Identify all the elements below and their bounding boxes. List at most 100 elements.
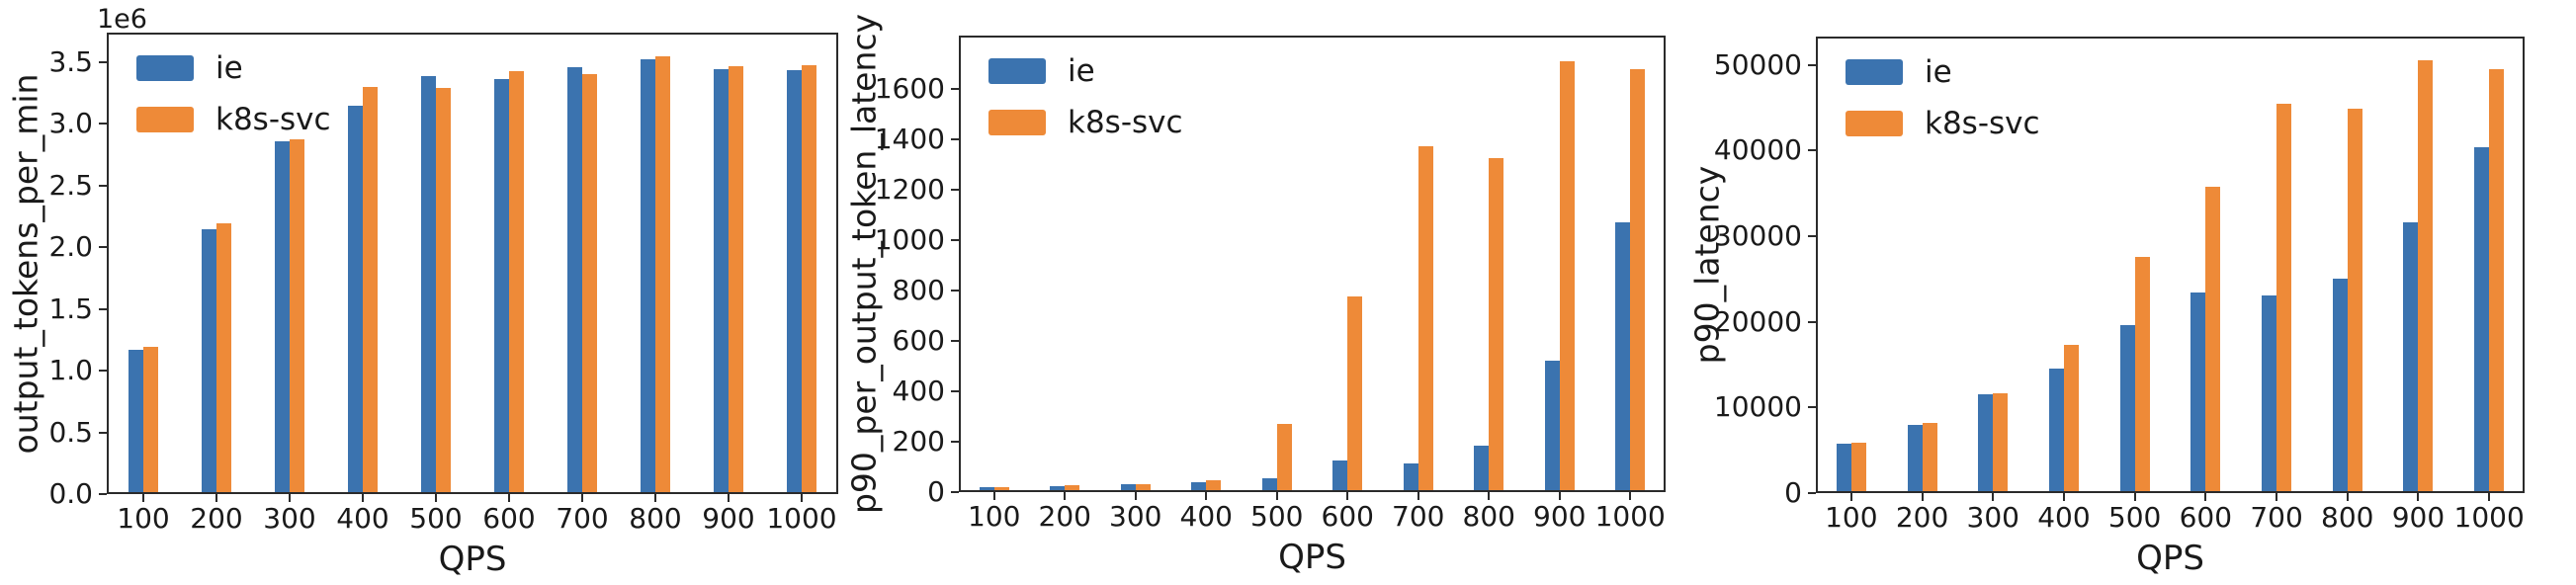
bar-ie-800	[641, 59, 655, 492]
x-tick-label: 100	[117, 502, 170, 535]
y-tick-label: 1.5	[48, 292, 93, 325]
y-tick-label: 1000	[874, 222, 945, 256]
x-tick-mark	[1558, 492, 1561, 500]
legend: ie k8s-svc	[136, 52, 331, 135]
bar-ie-200	[1050, 486, 1066, 490]
x-tick-mark	[1921, 493, 1924, 501]
bar-k8s-svc-500	[436, 88, 451, 492]
y-tick-mark	[99, 370, 107, 373]
x-tick-label: 800	[629, 502, 682, 535]
x-tick-label: 500	[1250, 500, 1304, 533]
bar-k8s-svc-400	[363, 87, 378, 492]
legend-label: k8s-svc	[215, 102, 331, 137]
bar-k8s-svc-700	[2276, 104, 2292, 491]
x-tick-label: 400	[2037, 501, 2091, 534]
bar-k8s-svc-300	[1993, 393, 2009, 491]
y-tick-mark	[1808, 320, 1816, 323]
bar-k8s-svc-1000	[2489, 69, 2505, 491]
y-tick-label: 30000	[1713, 218, 1802, 252]
legend-item-ie: ie	[1846, 56, 2040, 88]
bar-k8s-svc-800	[2347, 109, 2362, 491]
x-tick-label: 800	[1462, 500, 1515, 533]
legend-swatch-icon	[1846, 111, 1903, 136]
y-tick-mark	[99, 184, 107, 187]
y-tick-label: 0.5	[48, 415, 93, 449]
x-tick-label: 700	[1392, 500, 1445, 533]
y-tick-mark	[1808, 63, 1816, 66]
x-tick-label: 800	[2321, 501, 2374, 534]
x-tick-label: 100	[968, 500, 1021, 533]
y-tick-label: 200	[892, 424, 945, 458]
bar-ie-900	[714, 69, 729, 492]
y-tick-mark	[951, 389, 959, 392]
bar-k8s-svc-200	[216, 223, 231, 492]
y-tick-mark	[951, 440, 959, 443]
bar-k8s-svc-800	[1489, 158, 1504, 490]
x-tick-mark	[289, 494, 291, 502]
y-tick-label: 1200	[874, 172, 945, 206]
bar-k8s-svc-700	[1417, 146, 1433, 490]
y-tick-mark	[99, 60, 107, 63]
y-tick-mark	[99, 493, 107, 495]
legend: ie k8s-svc	[1846, 56, 2040, 139]
y-tick-mark	[951, 339, 959, 342]
bar-ie-900	[1544, 361, 1560, 490]
bar-k8s-svc-100	[993, 487, 1009, 490]
y-tick-mark	[951, 137, 959, 140]
x-axis-label: QPS	[438, 540, 507, 579]
y-tick-mark	[1808, 492, 1816, 494]
bar-ie-500	[2119, 325, 2135, 491]
y-tick-label: 3.0	[48, 107, 93, 140]
plot-area: ie k8s-svc	[107, 33, 838, 494]
y-tick-label: 0	[927, 475, 945, 508]
bar-ie-300	[1120, 484, 1136, 490]
bar-ie-400	[1191, 482, 1207, 490]
bar-ie-700	[567, 67, 582, 492]
x-tick-label: 900	[702, 502, 755, 535]
x-tick-mark	[654, 494, 656, 502]
bar-ie-900	[2403, 222, 2419, 491]
legend-swatch-icon	[988, 58, 1046, 84]
bar-ie-100	[129, 350, 143, 492]
bar-k8s-svc-400	[2063, 345, 2079, 491]
x-tick-mark	[1064, 492, 1067, 500]
bar-k8s-svc-1000	[1630, 69, 1646, 490]
bar-k8s-svc-800	[655, 56, 670, 492]
y-tick-mark	[951, 87, 959, 90]
x-tick-mark	[2275, 493, 2278, 501]
y-tick-label: 10000	[1713, 390, 1802, 424]
x-tick-mark	[2346, 493, 2349, 501]
bar-ie-200	[1907, 425, 1923, 491]
x-tick-mark	[728, 494, 730, 502]
y-tick-label: 1.0	[48, 354, 93, 387]
y-tick-label: 800	[892, 273, 945, 306]
x-tick-mark	[1992, 493, 1995, 501]
y-tick-label: 50000	[1713, 47, 1802, 81]
bar-ie-1000	[787, 70, 802, 492]
x-tick-mark	[2062, 493, 2065, 501]
x-tick-label: 1000	[2453, 501, 2525, 534]
bar-k8s-svc-1000	[802, 65, 816, 492]
y-tick-mark	[951, 188, 959, 191]
x-tick-mark	[1488, 492, 1491, 500]
bar-k8s-svc-400	[1206, 480, 1222, 490]
x-axis-label: QPS	[2136, 539, 2204, 578]
bar-ie-800	[2332, 279, 2348, 491]
bar-ie-100	[979, 487, 994, 490]
legend-swatch-icon	[136, 107, 194, 132]
x-tick-label: 1000	[766, 502, 837, 535]
y-tick-mark	[99, 123, 107, 125]
bar-ie-600	[1332, 460, 1348, 490]
y-tick-mark	[951, 289, 959, 292]
y-tick-label: 1600	[874, 71, 945, 105]
bar-ie-600	[2190, 292, 2206, 491]
y-tick-label: 2.0	[48, 230, 93, 264]
bar-k8s-svc-600	[509, 71, 524, 492]
y-tick-mark	[1808, 406, 1816, 409]
x-tick-mark	[581, 494, 583, 502]
legend-item-k8s-svc: k8s-svc	[136, 104, 331, 135]
y-tick-mark	[99, 307, 107, 310]
legend: ie k8s-svc	[988, 55, 1183, 138]
x-tick-label: 600	[482, 502, 536, 535]
